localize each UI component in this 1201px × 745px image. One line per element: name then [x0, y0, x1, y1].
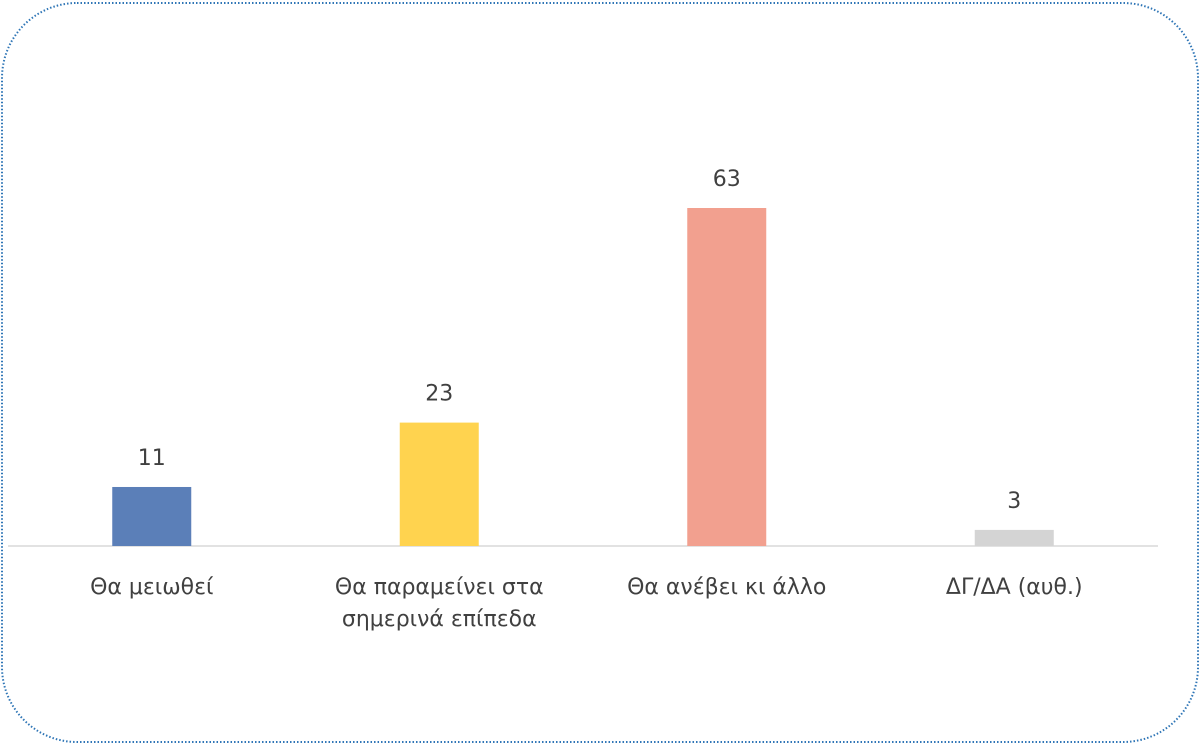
data-label: 11	[138, 446, 166, 471]
data-label: 3	[1007, 489, 1021, 514]
bar	[112, 486, 192, 546]
x-tick-label: Θα παραμείνει στα σημερινά επίπεδα	[334, 575, 544, 632]
bar	[687, 208, 767, 546]
data-label: 63	[713, 167, 741, 192]
bar	[399, 422, 479, 546]
bar	[974, 529, 1054, 546]
x-tick-label: Θα ανέβει κι άλλο	[627, 575, 827, 600]
data-label: 23	[425, 382, 453, 407]
x-tick-label: ΔΓ/ΔΑ (αυθ.)	[945, 575, 1083, 600]
x-tick-label: Θα μειωθεί	[90, 575, 214, 600]
